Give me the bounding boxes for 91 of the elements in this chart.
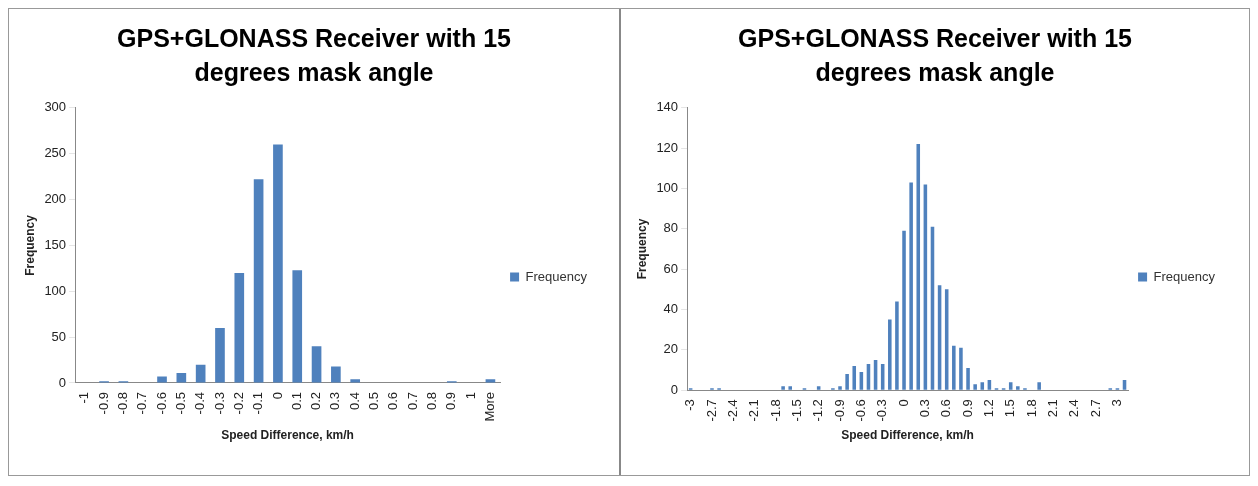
- x-tick-label: 2.4: [1066, 399, 1082, 418]
- bar: [909, 182, 913, 390]
- chart-title: GPS+GLONASS Receiver with 15 degrees mask angle: [737, 23, 1133, 88]
- x-tick-label: -0.3: [211, 391, 227, 415]
- bar: [845, 374, 849, 390]
- x-tick-label: 0.6: [938, 399, 954, 418]
- chart-title: GPS+GLONASS Receiver with 15 degrees mask angle: [116, 23, 512, 88]
- y-tick-label: 200: [44, 191, 67, 207]
- bar: [980, 382, 985, 390]
- x-tick-label: -0.1: [250, 391, 266, 415]
- x-tick-label: -0.9: [95, 391, 111, 415]
- bar: [781, 386, 785, 390]
- x-tick-label: 0.3: [327, 391, 343, 411]
- bar: [1037, 382, 1041, 390]
- y-tick-label: 300: [44, 99, 67, 115]
- bar: [852, 365, 857, 390]
- x-tick-label: -3: [682, 399, 698, 411]
- y-axis-title: Frequency: [634, 218, 649, 280]
- x-tick-label: 0.9: [959, 399, 975, 418]
- x-tick-label: 1.5: [1002, 399, 1018, 418]
- y-tick-label: 100: [656, 180, 679, 196]
- x-tick-label: -2.1: [746, 399, 762, 422]
- y-tick-label: 150: [44, 236, 67, 252]
- x-tick-label: More: [482, 391, 497, 422]
- y-tick-label: 40: [663, 301, 679, 317]
- bar: [895, 301, 899, 390]
- y-tick-label: 120: [656, 139, 679, 155]
- x-tick-label: -0.9: [831, 399, 847, 422]
- bar: [959, 347, 963, 390]
- x-tick-label: -0.6: [852, 399, 868, 422]
- x-tick-label: -1.8: [767, 399, 783, 422]
- x-tick-label: 0: [895, 399, 911, 407]
- x-tick-label: 0.2: [308, 391, 324, 411]
- bar: [816, 386, 821, 390]
- y-tick-label: 250: [44, 145, 67, 161]
- bar: [292, 270, 303, 383]
- x-tick-label: -2.4: [724, 399, 740, 422]
- x-tick-label: -0.4: [192, 391, 208, 415]
- y-tick-label: 20: [663, 341, 679, 357]
- x-tick-label: 0.9: [443, 391, 459, 411]
- x-tick-label: 0.1: [288, 391, 304, 411]
- x-tick-label: 2.7: [1087, 399, 1103, 418]
- x-tick-label: 1: [462, 391, 478, 400]
- x-tick-label: -1.5: [788, 399, 804, 422]
- x-tick-label: -1.2: [810, 399, 826, 422]
- bar: [973, 384, 977, 390]
- x-tick-label: -0.3: [874, 399, 890, 422]
- x-tick-label: 0.3: [916, 399, 932, 418]
- x-tick-label: -1: [76, 391, 92, 404]
- x-axis-title: Speed Difference, km/h: [221, 428, 354, 443]
- y-axis-title: Frequency: [22, 214, 37, 276]
- bar: [1016, 386, 1020, 390]
- x-tick-label: -0.7: [134, 391, 150, 415]
- x-axis-title: Speed Difference, km/h: [841, 428, 974, 443]
- x-tick-label: 3: [1108, 399, 1124, 407]
- legend-label: Frequency: [1153, 268, 1216, 284]
- x-tick-label: 2.1: [1044, 399, 1060, 418]
- bar: [331, 366, 341, 383]
- x-tick-label: 1.2: [980, 399, 996, 418]
- bar: [966, 368, 970, 390]
- x-tick-label: 0: [269, 391, 285, 400]
- x-tick-label: 0.7: [404, 391, 420, 411]
- x-tick-label: 1.8: [1023, 399, 1039, 418]
- x-tick-label: 0.6: [385, 391, 401, 411]
- bar: [253, 179, 264, 383]
- x-tick-label: -2.7: [703, 399, 719, 422]
- y-tick-label: 50: [51, 328, 67, 344]
- x-tick-label: 0.4: [346, 391, 362, 411]
- x-tick-label: 0.5: [366, 391, 382, 411]
- y-tick-label: 80: [663, 220, 679, 236]
- bar: [902, 230, 906, 390]
- bar: [234, 272, 245, 383]
- bar: [916, 144, 921, 390]
- legend-label: Frequency: [525, 268, 588, 284]
- y-tick-label: 60: [663, 260, 679, 276]
- bar: [788, 386, 792, 390]
- x-tick-label: 0.8: [424, 391, 440, 411]
- y-tick-label: 0: [58, 374, 67, 390]
- bar: [273, 144, 283, 383]
- bar: [888, 319, 892, 390]
- x-tick-label: -0.6: [153, 391, 169, 415]
- bar: [350, 379, 361, 383]
- x-tick-label: -0.2: [230, 391, 246, 415]
- bar: [952, 345, 956, 390]
- bar: [838, 386, 842, 390]
- x-tick-label: -0.8: [114, 391, 130, 415]
- bar: [215, 327, 225, 383]
- y-tick-label: 140: [656, 99, 679, 115]
- y-tick-label: 100: [44, 282, 67, 298]
- bar: [311, 346, 322, 383]
- x-tick-label: -0.5: [172, 391, 188, 415]
